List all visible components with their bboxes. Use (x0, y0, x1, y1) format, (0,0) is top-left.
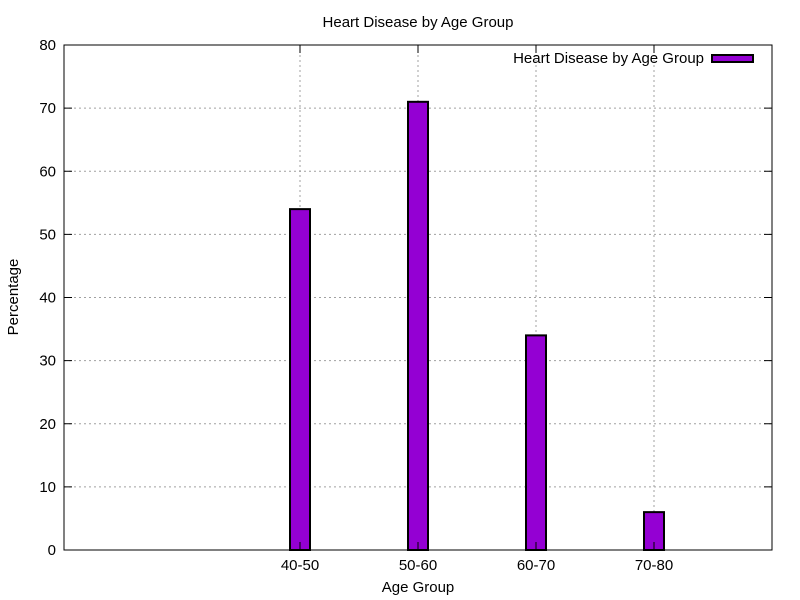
x-tick-label: 70-80 (635, 557, 673, 574)
y-tick-label: 10 (39, 479, 56, 496)
legend-label: Heart Disease by Age Group (513, 50, 704, 67)
x-tick-label: 60-70 (517, 557, 555, 574)
y-tick-label: 60 (39, 163, 56, 180)
bar-60-70 (525, 334, 547, 551)
x-axis-label: Age Group (382, 579, 455, 596)
x-tick-label: 40-50 (281, 557, 319, 574)
bar-50-60 (407, 100, 429, 551)
bars (289, 100, 665, 551)
y-tick-label: 80 (39, 37, 56, 54)
y-axis-label: Percentage (5, 259, 22, 336)
y-tick-label: 70 (39, 100, 56, 117)
legend-swatch (711, 54, 754, 63)
y-tick-label: 50 (39, 226, 56, 243)
axis-ticks: 0 10 20 30 40 50 60 70 80 40-50 50-60 60-70 70-80 (39, 37, 772, 574)
y-tick-label: 0 (48, 542, 56, 559)
bar-40-50 (289, 208, 311, 551)
legend: Heart Disease by Age Group (513, 50, 754, 67)
y-tick-label: 30 (39, 353, 56, 370)
y-tick-label: 20 (39, 416, 56, 433)
chart-title: Heart Disease by Age Group (323, 14, 514, 31)
y-tick-label: 40 (39, 290, 56, 307)
x-tick-label: 50-60 (399, 557, 437, 574)
